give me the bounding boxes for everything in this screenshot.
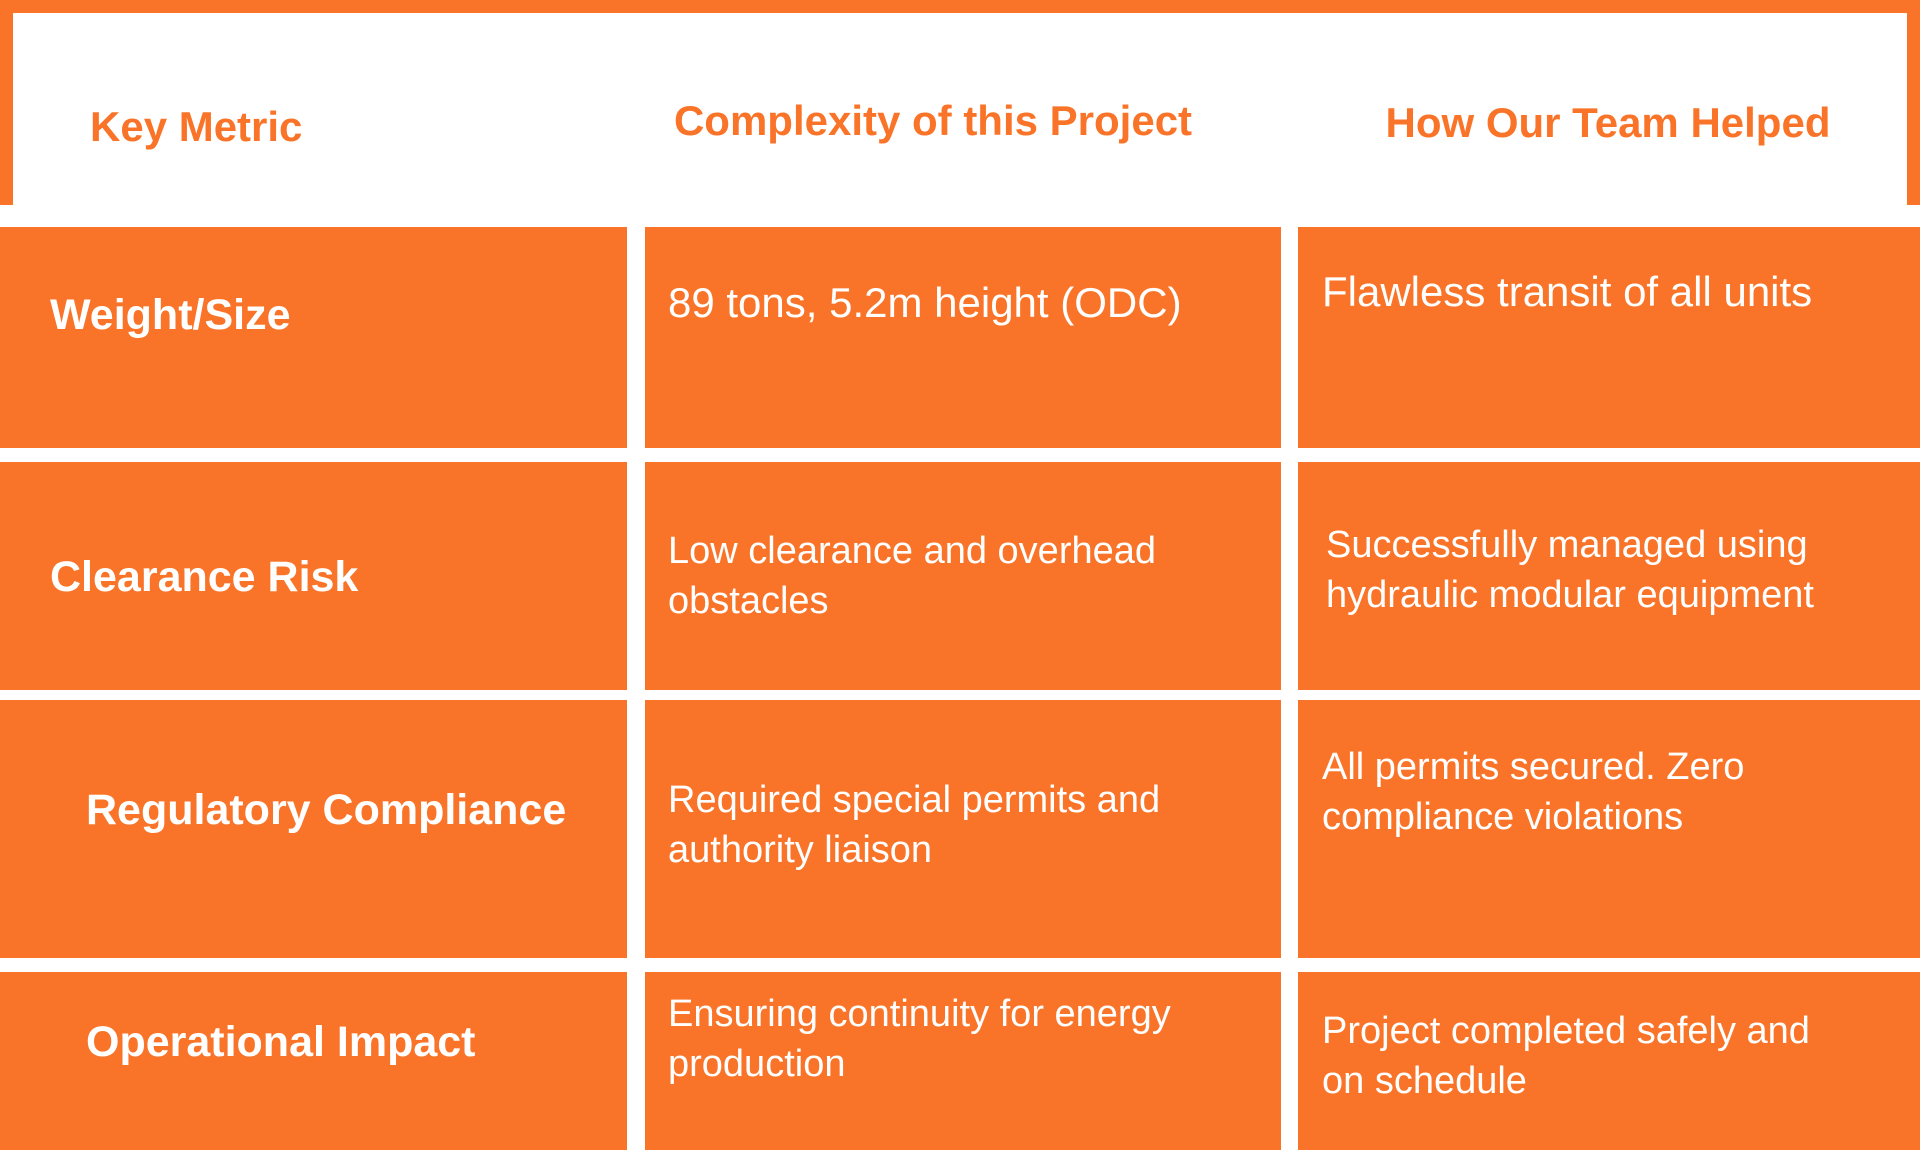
help-text: Project completed safely and on schedule (1322, 1010, 1810, 1102)
table-cell-operational-impact-complexity: Ensuring continuity for energy productio… (645, 972, 1281, 1150)
help-text: Successfully managed using hydraulic mod… (1326, 524, 1814, 616)
metric-label: Operational Impact (86, 1018, 476, 1066)
left-border-bar (0, 0, 13, 205)
table-cell-regulatory-compliance-complexity: Required special permits and authority l… (645, 700, 1281, 958)
table-cell-clearance-risk-complexity: Low clearance and overhead obstacles (645, 462, 1281, 690)
complexity-text: Low clearance and overhead obstacles (668, 530, 1157, 622)
table-cell-regulatory-compliance-help: All permits secured. Zero compliance vio… (1298, 700, 1920, 958)
column-header-key-metric: Key Metric (90, 103, 303, 150)
help-text: All permits secured. Zero compliance vio… (1322, 746, 1745, 838)
help-text: Flawless transit of all units (1322, 268, 1813, 315)
table-cell-weight-size-complexity: 89 tons, 5.2m height (ODC) (645, 227, 1281, 448)
complexity-text: Ensuring continuity for energy productio… (668, 993, 1171, 1085)
table-cell-weight-size-help: Flawless transit of all units (1298, 227, 1920, 448)
table-cell-operational-impact: Operational Impact (0, 972, 627, 1150)
table-cell-regulatory-compliance: Regulatory Compliance (0, 700, 627, 958)
metric-label: Regulatory Compliance (86, 786, 567, 834)
column-header-team-helped: How Our Team Helped (1385, 99, 1831, 146)
metric-label: Clearance Risk (50, 553, 359, 601)
complexity-text: 89 tons, 5.2m height (ODC) (668, 279, 1182, 326)
table-cell-clearance-risk-help: Successfully managed using hydraulic mod… (1298, 462, 1920, 690)
top-border-bar (0, 0, 1920, 13)
metric-label: Weight/Size (50, 291, 291, 339)
table-cell-clearance-risk: Clearance Risk (0, 462, 627, 690)
column-header-complexity: Complexity of this Project (673, 97, 1193, 144)
table-cell-operational-impact-help: Project completed safely and on schedule (1298, 972, 1920, 1150)
complexity-text: Required special permits and authority l… (668, 779, 1161, 871)
right-border-bar (1907, 0, 1920, 205)
table-cell-weight-size: Weight/Size (0, 227, 627, 448)
